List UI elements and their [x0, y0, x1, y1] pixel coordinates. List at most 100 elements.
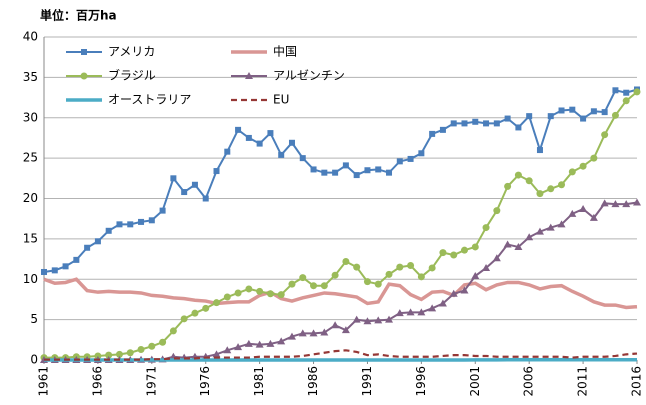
marker [341, 326, 350, 334]
marker [116, 221, 123, 228]
legend-marker [245, 72, 253, 79]
series-line [44, 349, 638, 361]
legend-label: アルゼンチン [273, 69, 345, 83]
marker [557, 220, 566, 228]
marker [612, 87, 619, 94]
marker [558, 181, 566, 189]
marker [568, 168, 576, 176]
marker [622, 200, 631, 208]
x-tick-label: 1966 [90, 366, 104, 397]
y-tick-label: 30 [23, 110, 38, 124]
marker [504, 115, 511, 122]
marker [396, 263, 404, 271]
marker [234, 289, 242, 297]
marker [213, 299, 221, 307]
marker [234, 343, 243, 351]
marker [364, 167, 371, 174]
marker [288, 139, 295, 146]
marker [483, 120, 490, 127]
marker [213, 168, 220, 175]
legend-label: アメリカ [108, 45, 155, 59]
marker [514, 171, 522, 179]
marker [406, 308, 415, 316]
marker [342, 162, 349, 169]
marker [138, 218, 145, 225]
x-tick-label: 2016 [630, 366, 644, 397]
marker [493, 120, 500, 127]
marker [244, 339, 253, 347]
marker [298, 329, 307, 337]
marker [385, 270, 393, 278]
x-tick-label: 2006 [522, 366, 536, 397]
y-tick-label: 40 [23, 30, 38, 44]
marker [633, 88, 641, 96]
marker [417, 308, 426, 316]
marker [277, 291, 285, 299]
marker [526, 113, 533, 120]
marker [525, 233, 534, 241]
y-tick-label: 35 [23, 70, 38, 84]
marker [73, 256, 80, 263]
marker [546, 223, 555, 231]
marker [256, 140, 263, 147]
marker [601, 109, 608, 116]
marker [342, 257, 350, 265]
marker [407, 155, 414, 162]
legend-marker [80, 72, 88, 80]
marker [41, 268, 47, 275]
marker [428, 304, 437, 312]
marker [429, 130, 436, 137]
marker [418, 150, 425, 157]
marker [245, 134, 252, 141]
marker [299, 155, 306, 162]
y-tick-label: 5 [30, 312, 38, 326]
marker [310, 166, 317, 173]
marker [493, 207, 501, 215]
marker [590, 108, 597, 115]
marker [611, 111, 619, 119]
marker [202, 304, 210, 312]
marker [256, 287, 264, 295]
marker [601, 131, 609, 139]
marker [353, 172, 360, 179]
x-tick-label: 1971 [144, 366, 158, 397]
marker [590, 154, 598, 162]
x-tick-label: 1961 [37, 366, 51, 397]
marker [331, 271, 339, 279]
marker [504, 182, 512, 190]
marker [212, 350, 221, 358]
x-tick-label: 2001 [468, 366, 482, 397]
marker [278, 151, 285, 158]
y-tick-label: 0 [30, 353, 38, 367]
marker [159, 338, 167, 346]
legend-label: 中国 [273, 44, 297, 59]
y-axis-label: 単位：百万ha [40, 8, 117, 23]
marker [148, 217, 155, 224]
marker [514, 242, 523, 250]
marker [417, 273, 425, 281]
marker [589, 213, 598, 221]
marker [235, 126, 242, 133]
marker [482, 263, 491, 271]
marker [439, 126, 446, 133]
marker [223, 346, 232, 354]
y-tick-label: 25 [23, 151, 38, 165]
marker [461, 120, 468, 127]
marker [386, 169, 393, 176]
marker [611, 200, 620, 208]
marker [223, 293, 231, 301]
marker [385, 315, 394, 323]
series-line [43, 277, 638, 310]
marker [299, 274, 307, 282]
x-tick-label: 1996 [414, 366, 428, 397]
marker [127, 221, 134, 228]
marker [363, 317, 372, 325]
marker [126, 349, 134, 357]
marker [180, 315, 188, 323]
marker [170, 175, 177, 182]
marker [181, 189, 188, 196]
marker [287, 332, 296, 340]
marker [428, 264, 436, 272]
marker [331, 321, 340, 329]
marker [471, 243, 479, 251]
